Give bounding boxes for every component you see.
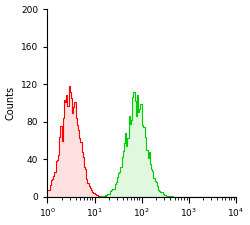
Y-axis label: Counts: Counts	[6, 86, 16, 120]
